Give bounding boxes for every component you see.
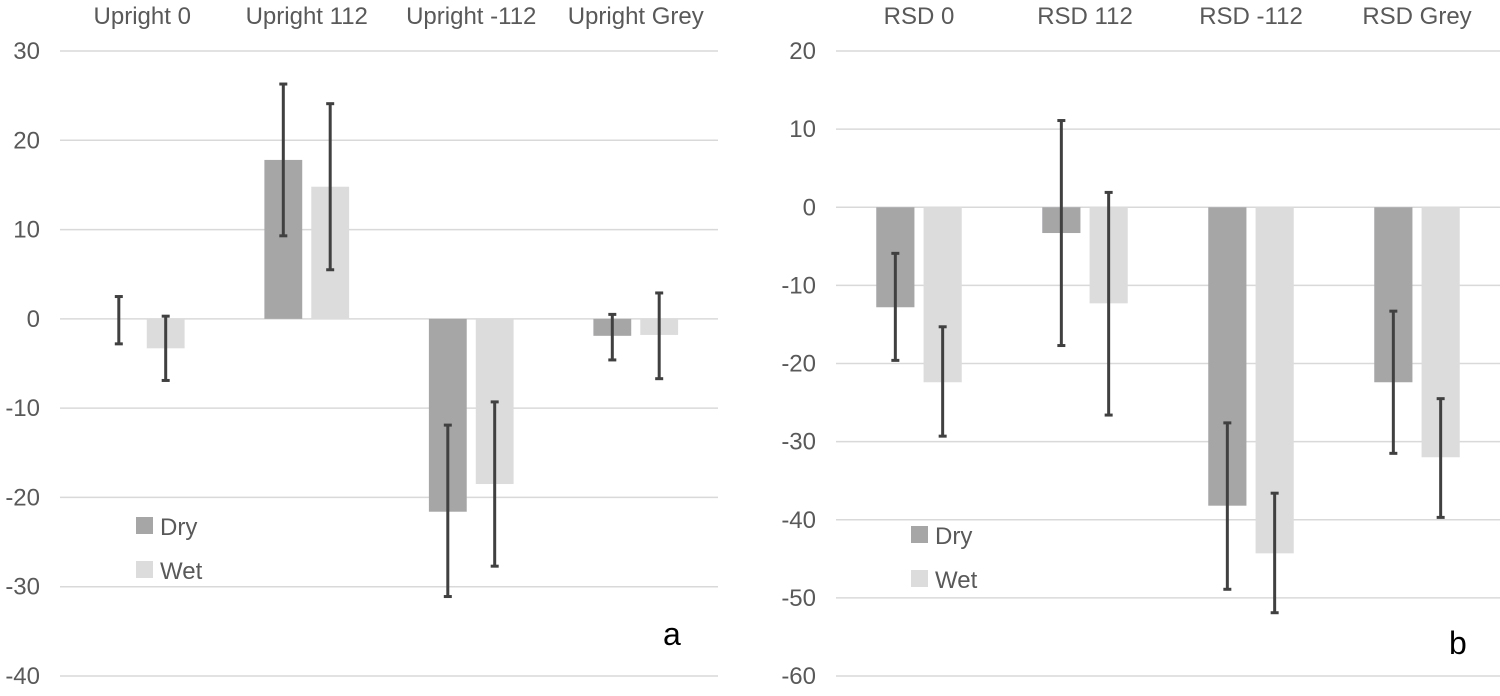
y-tick-label: -10 (5, 395, 40, 422)
y-tick-label: 20 (789, 38, 816, 65)
error-bar (655, 291, 664, 381)
error-bar (1223, 421, 1232, 591)
legend-swatch-dry (136, 517, 153, 534)
error-bar (1270, 491, 1279, 615)
legend: Dry Wet (911, 523, 978, 594)
y-tick-label: -40 (5, 663, 40, 690)
y-tick-label: 30 (13, 38, 40, 65)
y-tick-label: -60 (781, 663, 816, 690)
error-bar (938, 325, 947, 438)
category-label: RSD 112 (1037, 3, 1133, 30)
error-bar (1389, 309, 1398, 455)
error-bar (443, 423, 452, 599)
y-tick-label: 0 (803, 194, 816, 221)
error-bar (161, 314, 170, 382)
error-bar (1436, 397, 1445, 519)
error-bar (891, 251, 900, 362)
error-bar (1057, 119, 1066, 348)
y-tick-label: -20 (5, 484, 40, 511)
category-label: RSD Grey (1362, 3, 1471, 30)
category-label: Upright -112 (406, 3, 536, 30)
error-bar (114, 295, 123, 346)
legend-label-dry: Dry (935, 523, 972, 550)
y-tick-label: -50 (781, 585, 816, 612)
y-tick-label: 10 (789, 116, 816, 143)
legend-swatch-wet (136, 561, 153, 578)
category-label: Upright 112 (246, 3, 368, 30)
legend-swatch-dry (911, 526, 928, 543)
category-label: Upright Grey (568, 3, 704, 30)
legend-swatch-wet (911, 570, 928, 587)
legend: Dry Wet (136, 514, 203, 585)
chart-panel-a: 30 20 10 0 -10 -20 -30 -40 Upright 0 Upr… (5, 3, 718, 690)
category-label: Upright 0 (94, 3, 191, 30)
legend-label-wet: Wet (935, 567, 978, 594)
error-bar (1104, 190, 1113, 417)
category-label: RSD 0 (884, 3, 955, 30)
error-bar (490, 400, 499, 568)
y-tick-label: -40 (781, 507, 816, 534)
error-bar (608, 312, 617, 362)
y-tick-label: 10 (13, 217, 40, 244)
error-bar (326, 102, 335, 272)
y-tick-label: -20 (781, 351, 816, 378)
y-tick-label: 0 (27, 306, 40, 333)
y-tick-label: 20 (13, 127, 40, 154)
chart-panel-b: 20 10 0 -10 -20 -30 -40 -50 -60 RSD 0 RS… (781, 3, 1500, 690)
y-tick-label: -30 (781, 429, 816, 456)
y-tick-label: -30 (5, 574, 40, 601)
y-tick-label: -10 (781, 272, 816, 299)
legend-label-wet: Wet (160, 558, 203, 585)
category-label: RSD -112 (1199, 3, 1303, 30)
error-bar (279, 82, 288, 238)
legend-label-dry: Dry (160, 514, 197, 541)
panel-label: a (663, 616, 681, 652)
panel-label: b (1449, 625, 1467, 661)
